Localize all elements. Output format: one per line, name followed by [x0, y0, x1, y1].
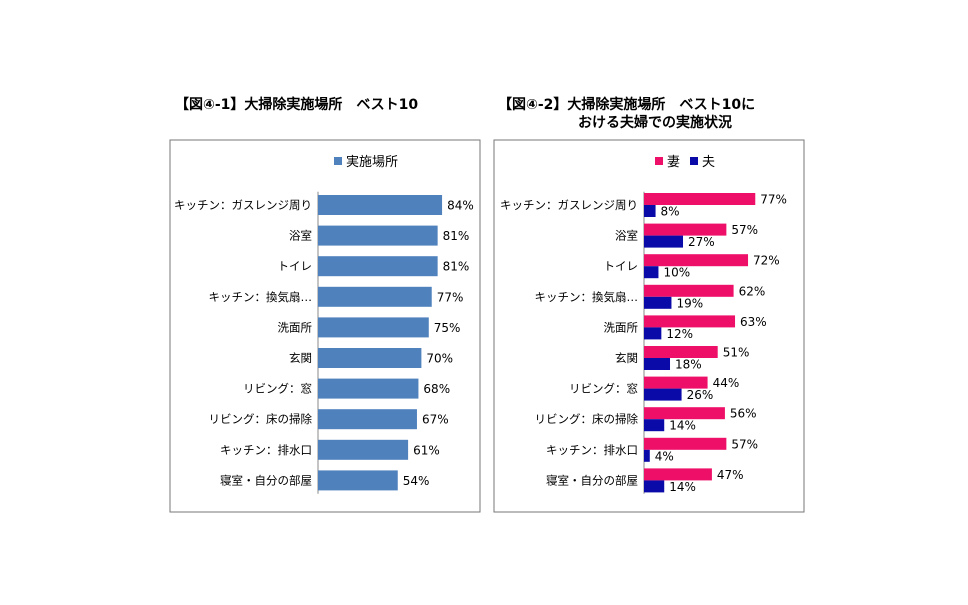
- chart2-data-label: 62%: [739, 284, 766, 298]
- chart1-bar-value: [318, 317, 429, 338]
- chart2-bar-husband: [644, 235, 684, 248]
- chart2-data-label: 44%: [713, 376, 740, 390]
- chart2-data-label: 18%: [675, 358, 702, 372]
- chart2-category-label: トイレ: [604, 259, 639, 273]
- chart1-category-label: 浴室: [289, 229, 312, 243]
- chart1-data-label: 67%: [422, 413, 449, 427]
- chart1-category-label: 玄関: [289, 351, 312, 365]
- chart1-data-label: 81%: [443, 260, 470, 274]
- chart2-bar-husband: [644, 358, 671, 370]
- chart2-data-label: 27%: [688, 235, 715, 249]
- chart1-data-label: 84%: [447, 199, 474, 213]
- chart2-data-label: 51%: [723, 346, 750, 360]
- chart2-bar-husband: [644, 449, 650, 462]
- chart2-category-label: キッチン：ガスレンジ周り: [500, 198, 638, 212]
- chart2-category-label: 寝室・自分の部屋: [546, 473, 638, 487]
- chart1-data-label: 70%: [426, 352, 453, 366]
- chart2-legend-swatch-1: [690, 157, 698, 165]
- chart2-category-label: リビング：床の掃除: [535, 412, 639, 426]
- chart1-bar-value: [318, 378, 419, 399]
- chart2-data-label: 10%: [663, 266, 690, 280]
- chart2-data-label: 12%: [666, 327, 693, 341]
- chart2-bar-husband: [644, 205, 656, 217]
- chart1-category-label: 洗面所: [278, 320, 313, 334]
- chart2-data-label: 77%: [760, 193, 787, 207]
- chart1-category-label: キッチン：換気扇…: [209, 290, 313, 304]
- chart1-data-label: 61%: [413, 443, 440, 457]
- chart1-legend-label-0: 実施場所: [346, 154, 398, 170]
- chart2-data-label: 72%: [753, 254, 780, 268]
- chart1-bar-value: [318, 409, 417, 430]
- chart2-bar-wife: [644, 468, 712, 481]
- chart2-data-label: 14%: [669, 480, 696, 494]
- chart1-bar-value: [318, 439, 409, 460]
- chart2-legend-label-1: 夫: [702, 155, 715, 170]
- chart2-category-label: 浴室: [615, 229, 638, 243]
- chart1-bar-value: [318, 470, 398, 491]
- chart2-bar-husband: [644, 296, 672, 309]
- chart2-bar-wife: [644, 254, 749, 267]
- chart2-data-label: 57%: [731, 437, 758, 451]
- chart2-legend-label-0: 妻: [667, 155, 680, 170]
- chart2-bar-wife: [644, 407, 725, 420]
- chart2-data-label: 47%: [717, 468, 744, 482]
- chart2-category-label: 玄関: [615, 351, 638, 365]
- chart1-data-label: 68%: [423, 382, 450, 396]
- chart1-category-label: トイレ: [278, 259, 313, 273]
- chart2-category-label: リビング：窓: [569, 382, 638, 396]
- chart1-legend-swatch-0: [334, 157, 342, 165]
- chart2-bar-wife: [644, 193, 756, 205]
- chart1-bar-value: [318, 195, 443, 215]
- chart2-bar-husband: [644, 419, 665, 432]
- chart1-bar-value: [318, 286, 432, 307]
- chart2-bar-wife: [644, 315, 736, 328]
- chart1-bar-value: [318, 225, 438, 246]
- chart2-bar-wife: [644, 376, 708, 389]
- chart1-data-label: 54%: [403, 474, 430, 488]
- chart2-bar-wife: [644, 284, 734, 297]
- chart2-title-line2: おける夫婦での実施状況: [578, 115, 732, 131]
- chart2-bar-wife: [644, 437, 727, 450]
- chart2-bar-wife: [644, 346, 718, 358]
- chart1-data-label: 77%: [437, 290, 464, 304]
- chart1-data-label: 81%: [443, 229, 470, 243]
- chart2-data-label: 14%: [669, 419, 696, 433]
- chart1-title: 【図④-1】大掃除実施場所 ベスト10: [175, 97, 419, 113]
- chart2-data-label: 19%: [676, 296, 703, 310]
- chart1-data-label: 75%: [434, 321, 461, 335]
- chart2-data-label: 26%: [687, 388, 714, 402]
- chart1-category-label: キッチン：ガスレンジ周り: [174, 198, 312, 212]
- chart2-bar-husband: [644, 327, 662, 340]
- chart2-category-label: キッチン：換気扇…: [535, 290, 639, 304]
- chart2-bar-husband: [644, 266, 659, 279]
- chart2-bar-wife: [644, 223, 727, 236]
- chart2-data-label: 63%: [740, 315, 767, 329]
- chart1-category-label: リビング：床の掃除: [209, 412, 313, 426]
- chart2-data-label: 56%: [730, 407, 757, 421]
- chart1-category-label: リビング：窓: [243, 382, 312, 396]
- chart2-bar-husband: [644, 388, 682, 401]
- chart2-data-label: 57%: [731, 223, 758, 237]
- chart1-category-label: 寝室・自分の部屋: [220, 473, 312, 487]
- chart2-legend-swatch-0: [655, 157, 663, 165]
- chart1-category-label: キッチン：排水口: [220, 443, 312, 457]
- chart1-bar-value: [318, 348, 422, 368]
- chart2-category-label: キッチン：排水口: [546, 443, 638, 457]
- chart2-bar-husband: [644, 480, 665, 493]
- chart2-title: 【図④-2】大掃除実施場所 ベスト10に: [498, 97, 756, 113]
- chart2-data-label: 8%: [661, 205, 680, 219]
- chart1-bar-value: [318, 256, 438, 277]
- chart2-category-label: 洗面所: [604, 320, 639, 334]
- chart2-data-label: 4%: [655, 449, 674, 463]
